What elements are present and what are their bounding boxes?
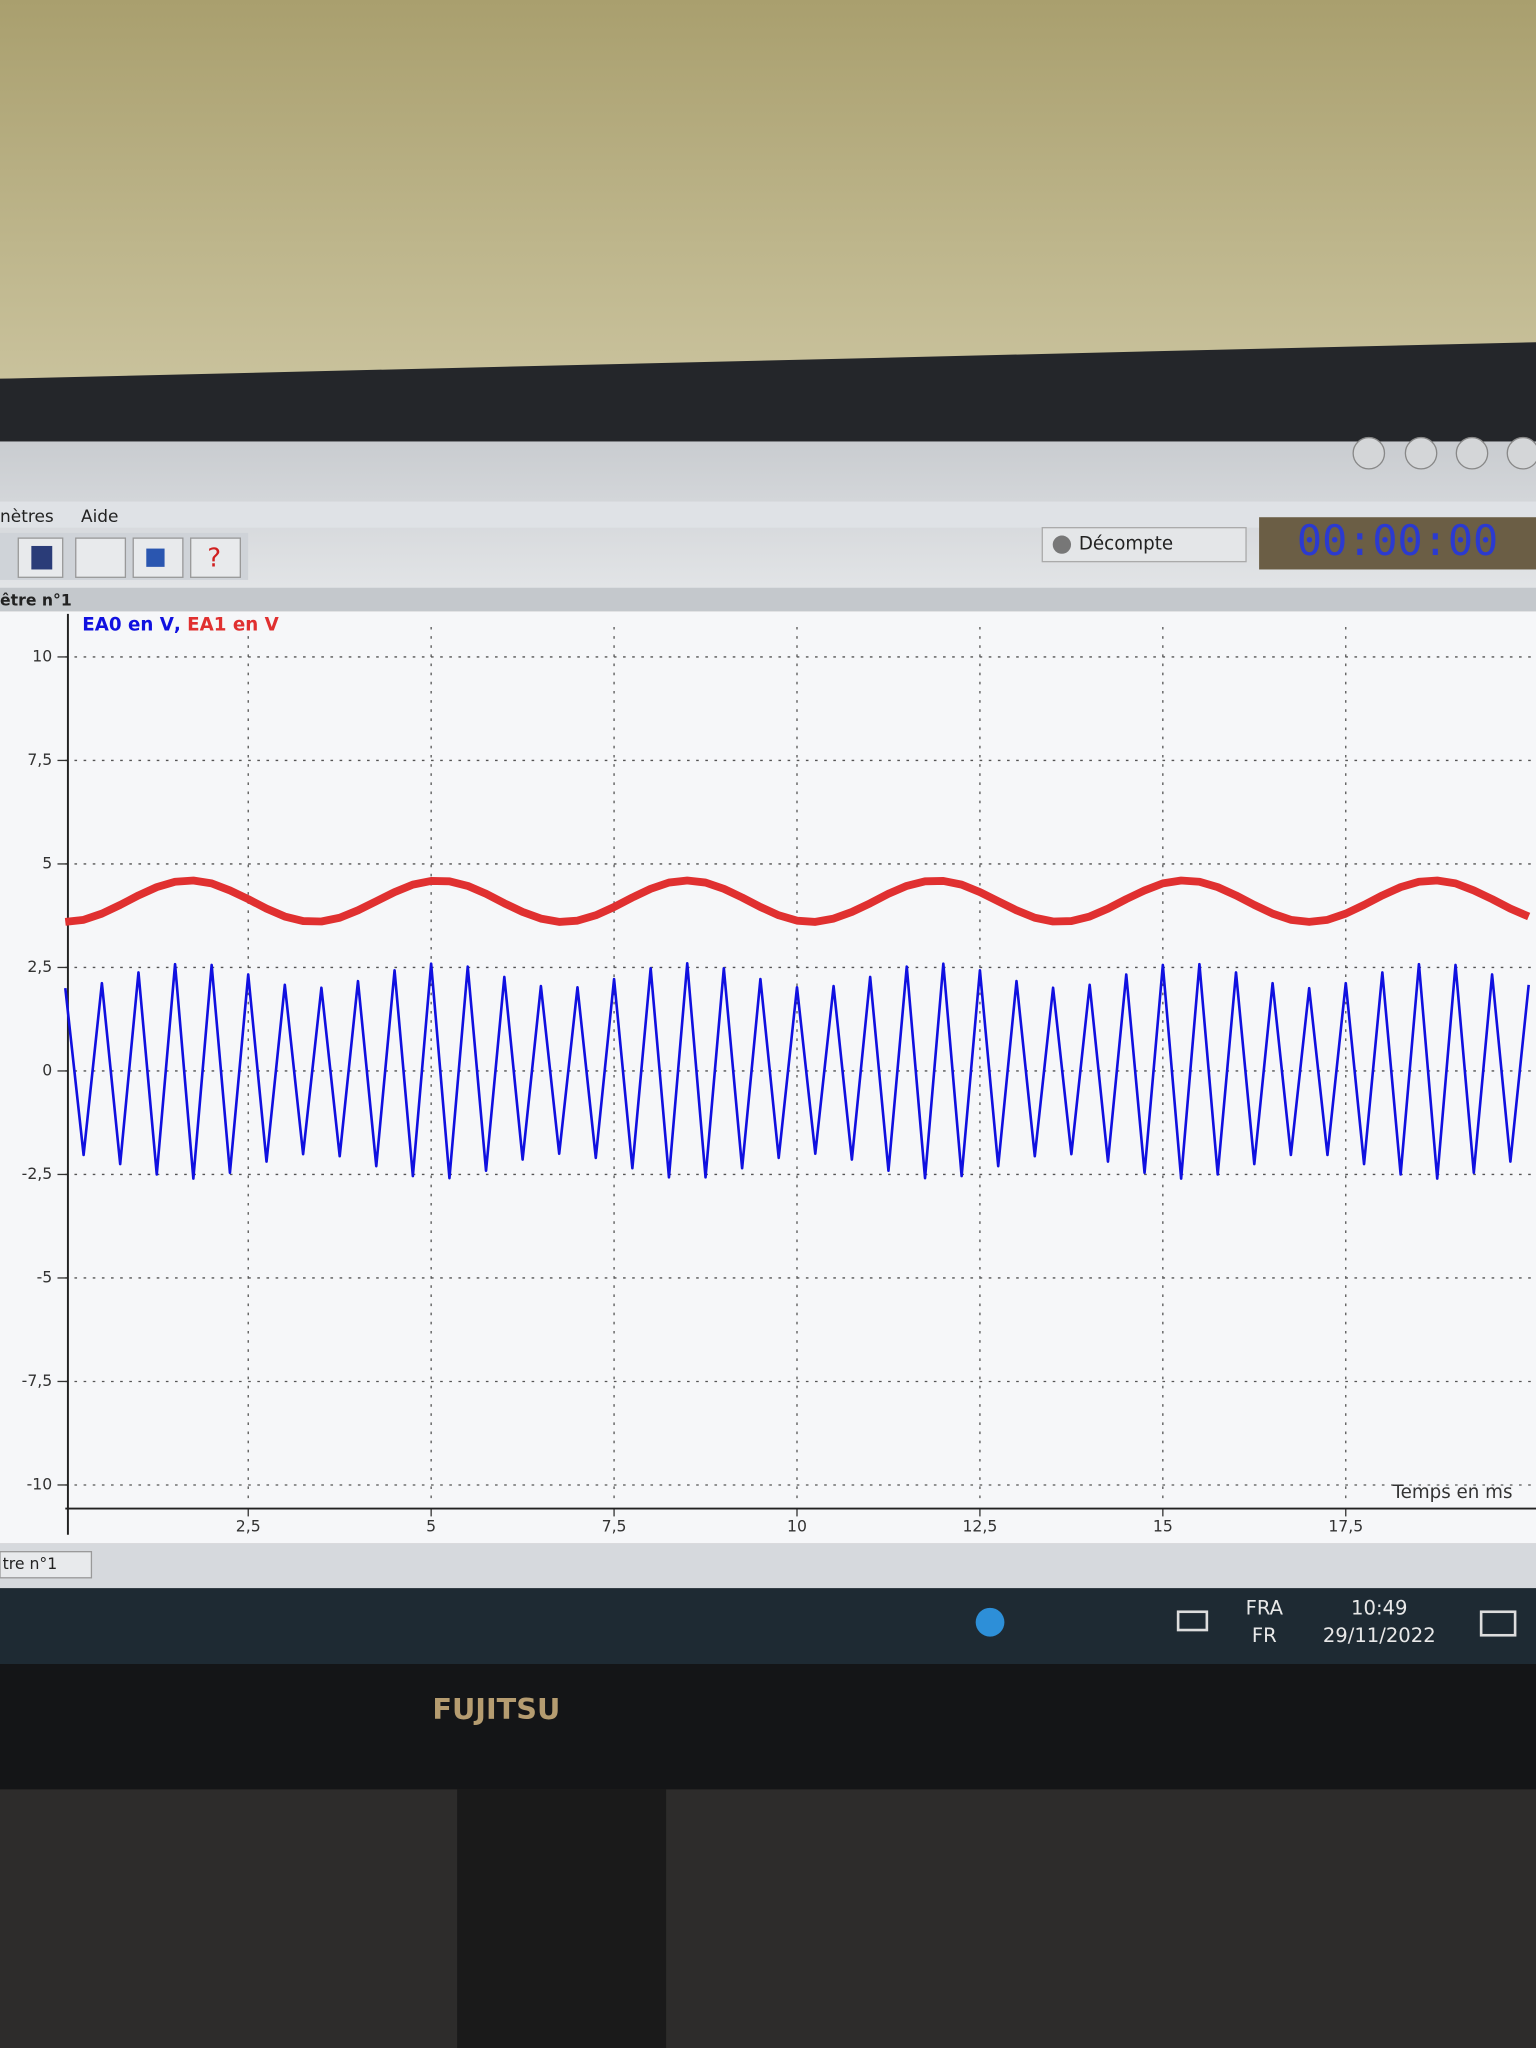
taskbar-date: 29/11/2022 <box>1323 1624 1436 1647</box>
taskbar-time: 10:49 <box>1351 1597 1407 1620</box>
status-tab[interactable]: tre n°1 <box>3 1554 58 1573</box>
taskbar-layout: FR <box>1252 1624 1277 1647</box>
y-tick-label: -2,5 <box>22 1164 53 1183</box>
y-tick-label: 2,5 <box>27 957 52 976</box>
toolbar: ? <box>0 532 249 580</box>
taskbar-lang: FRA <box>1246 1597 1284 1620</box>
x-tick-label: 5 <box>426 1516 436 1535</box>
tool-button[interactable] <box>190 537 241 578</box>
chart: 10 7,5 5 2,5 0 -2,5 -5 -7,5 -10 2,5 5 7,5 10 12,5 15 17… <box>22 613 1536 1535</box>
status-bar <box>0 1543 1536 1589</box>
wall <box>0 0 1536 379</box>
network-icon[interactable] <box>1176 1610 1209 1632</box>
desk <box>0 1789 1536 2048</box>
x-tick-label: 17,5 <box>1328 1516 1363 1535</box>
legend: EA0 en V, EA1 en V <box>82 615 279 636</box>
countdown-button[interactable] <box>1041 527 1247 563</box>
legend-entry: EA1 en V <box>187 615 279 636</box>
window-buttons <box>1352 436 1536 470</box>
monitor-stand <box>457 1789 667 2048</box>
bezel-bottom <box>0 1664 1536 1790</box>
x-tick-label: 2,5 <box>236 1516 261 1535</box>
y-tick-label: -7,5 <box>22 1371 53 1390</box>
x-tick-label: 12,5 <box>962 1516 997 1535</box>
window-title <box>0 587 1536 612</box>
y-tick-label: 10 <box>32 646 52 665</box>
x-axis-label: Temps en ms <box>1392 1482 1513 1503</box>
y-tick-label: -5 <box>37 1267 53 1286</box>
brand: FUJITSU <box>432 1692 560 1726</box>
x-tick-label: 10 <box>787 1516 807 1535</box>
tool-button[interactable] <box>75 537 127 578</box>
bezel-top <box>0 342 1536 451</box>
x-tick-label: 7,5 <box>602 1516 627 1535</box>
menu-item[interactable]: Aide <box>81 507 119 527</box>
tool-button[interactable] <box>132 537 184 578</box>
series-line <box>64 876 1531 926</box>
y-tick-label: -10 <box>27 1474 53 1493</box>
timer: 00:00:00 <box>1297 516 1498 565</box>
taskbar <box>0 1588 1536 1664</box>
y-tick-label: 0 <box>42 1060 52 1079</box>
svg-text:?: ? <box>207 544 221 574</box>
timer-box <box>1259 517 1536 570</box>
legend-separator: , <box>174 615 181 636</box>
plot-area <box>0 611 1536 1544</box>
y-tick-label: 5 <box>42 853 52 872</box>
x-tick-label: 15 <box>1153 1516 1173 1535</box>
legend-entry: EA0 en V <box>82 615 174 636</box>
series-line <box>64 962 1530 1180</box>
menu-item[interactable]: nètres <box>0 507 54 527</box>
notification-icon[interactable] <box>1479 1610 1517 1637</box>
app-icon[interactable] <box>975 1607 1005 1637</box>
window-tab: être n°1 <box>0 590 72 609</box>
y-tick-label: 7,5 <box>27 750 52 769</box>
countdown-label: Décompte <box>1079 534 1173 555</box>
